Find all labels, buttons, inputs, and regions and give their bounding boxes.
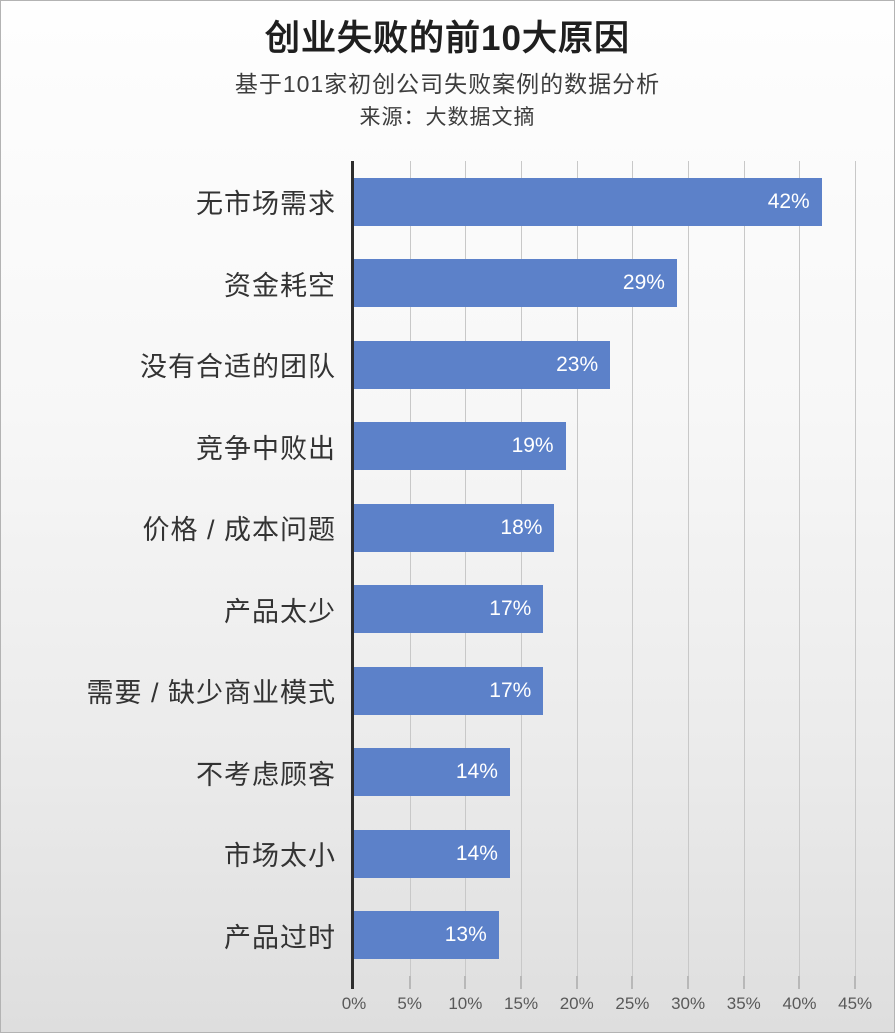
bar-value-label: 19%: [511, 434, 554, 458]
bar: 19%: [354, 422, 566, 471]
bar-value-label: 14%: [455, 841, 498, 865]
bar-value-label: 42%: [767, 189, 810, 213]
bar-row: 23%: [354, 324, 883, 406]
x-tick: [687, 976, 689, 989]
chart-header: 创业失败的前10大原因 基于101家初创公司失败案例的数据分析 来源：大数据文摘: [1, 1, 894, 131]
bar-row: 17%: [354, 569, 883, 651]
x-tick-label: 5%: [397, 994, 422, 1013]
x-axis-labels: 0% 5% 10% 15% 20% 25% 30% 35% 40% 45%: [342, 989, 883, 1015]
gridline: [855, 161, 857, 976]
x-tick: [743, 976, 745, 989]
x-tick-label: 0%: [341, 994, 367, 1013]
bar-row: 14%: [354, 813, 883, 895]
category-label: 市场太小: [224, 841, 336, 872]
bar-row: 19%: [354, 406, 883, 488]
bar-row: 13%: [354, 895, 883, 977]
x-tick-label: 35%: [726, 994, 761, 1013]
x-axis-ticks: [351, 976, 883, 989]
bar-row: 42%: [354, 161, 883, 243]
gridline: [465, 161, 467, 976]
x-tick-label: 30%: [671, 994, 706, 1013]
x-tick: [409, 976, 411, 989]
gridline: [576, 161, 578, 976]
bar: 42%: [354, 177, 822, 226]
chart-source: 来源：大数据文摘: [359, 106, 536, 129]
category-label: 资金耗空: [224, 270, 336, 301]
bar: 14%: [354, 829, 510, 878]
bar-value-label: 29%: [622, 271, 665, 295]
bar: 17%: [354, 666, 544, 715]
category-label: 不考虑顾客: [196, 759, 336, 790]
x-tick: [464, 976, 466, 989]
plot-column: 42% 29% 23% 19% 18% 17% 17% 14% 14% 13% 0% 5% 10% 15…: [342, 161, 883, 1015]
category-label: 竞争中败出: [196, 433, 336, 464]
bar: 13%: [354, 911, 499, 960]
bar: 29%: [354, 259, 677, 308]
chart-subtitle: 基于101家初创公司失败案例的数据分析: [234, 71, 661, 97]
category-label: 没有合适的团队: [140, 352, 336, 383]
bar: 23%: [354, 340, 611, 389]
category-label: 价格 / 成本问题: [142, 515, 336, 546]
x-tick: [520, 976, 522, 989]
bar-chart: 无市场需求资金耗空没有合适的团队竞争中败出价格 / 成本问题产品太少需要 / 缺…: [1, 161, 894, 1015]
x-tick-label: 10%: [448, 994, 483, 1013]
x-tick-label: 40%: [782, 994, 817, 1013]
category-label: 无市场需求: [196, 189, 336, 220]
category-label: 产品过时: [224, 922, 336, 953]
gridline: [799, 161, 801, 976]
x-tick-label: 45%: [838, 994, 873, 1013]
category-labels: 无市场需求资金耗空没有合适的团队竞争中败出价格 / 成本问题产品太少需要 / 缺…: [1, 161, 351, 1015]
bar-value-label: 13%: [444, 923, 487, 947]
gridline: [521, 161, 523, 976]
bar-value-label: 18%: [500, 515, 543, 539]
plot-area: 42% 29% 23% 19% 18% 17% 17% 14% 14% 13%: [351, 161, 883, 976]
bar-row: 18%: [354, 487, 883, 569]
bar-row: 14%: [354, 732, 883, 814]
x-tick: [576, 976, 578, 989]
chart-title: 创业失败的前10大原因: [265, 19, 630, 58]
x-tick: [854, 976, 856, 989]
category-label: 产品太少: [224, 596, 336, 627]
bar: 17%: [354, 585, 544, 634]
gridline: [632, 161, 634, 976]
x-tick: [631, 976, 633, 989]
bar: 14%: [354, 748, 510, 797]
x-tick: [798, 976, 800, 989]
x-tick-label: 15%: [504, 994, 539, 1013]
bar-value-label: 17%: [489, 678, 532, 702]
bar-row: 17%: [354, 650, 883, 732]
x-tick: [351, 976, 354, 989]
bar-value-label: 23%: [556, 352, 599, 376]
gridline: [743, 161, 745, 976]
bar-row: 29%: [354, 243, 883, 325]
bar: 18%: [354, 503, 555, 552]
x-tick-label: 25%: [615, 994, 650, 1013]
bar-value-label: 14%: [455, 760, 498, 784]
gridline: [688, 161, 690, 976]
gridline: [409, 161, 411, 976]
category-label: 需要 / 缺少商业模式: [86, 678, 336, 709]
bar-value-label: 17%: [489, 597, 532, 621]
x-tick-label: 20%: [559, 994, 594, 1013]
